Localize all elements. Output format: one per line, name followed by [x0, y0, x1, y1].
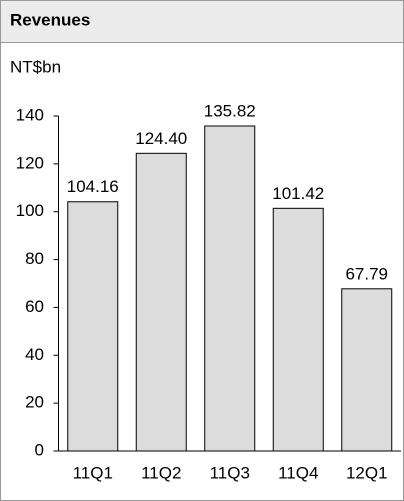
y-tick-label: 140: [16, 105, 44, 124]
y-tick-label: 80: [25, 249, 44, 268]
y-tick-label: 60: [25, 297, 44, 316]
y-tick-label: 100: [16, 201, 44, 220]
bar: [67, 201, 119, 452]
x-tick-label: 12Q1: [346, 463, 388, 482]
y-tick-label: 40: [25, 345, 44, 364]
x-tick-label: 11Q1: [73, 463, 113, 482]
value-label: 135.82: [204, 101, 256, 120]
chart-title: Revenues: [10, 10, 90, 29]
x-tick-label: 11Q4: [278, 463, 318, 482]
y-unit-label: NT$bn: [10, 57, 61, 76]
value-label: 67.79: [345, 264, 388, 283]
x-tick-label: 11Q3: [210, 463, 250, 482]
value-label: 101.42: [272, 184, 324, 203]
bar: [135, 152, 187, 452]
y-tick-label: 20: [25, 393, 44, 412]
bar: [272, 207, 324, 452]
bar: [204, 125, 256, 452]
bar: [341, 288, 393, 452]
y-tick-label: 0: [35, 440, 44, 459]
header-bg: [1, 1, 403, 42]
x-tick-label: 11Q2: [141, 463, 181, 482]
value-label: 124.40: [135, 129, 187, 148]
y-tick-label: 120: [16, 153, 44, 172]
value-label: 104.16: [67, 177, 119, 196]
